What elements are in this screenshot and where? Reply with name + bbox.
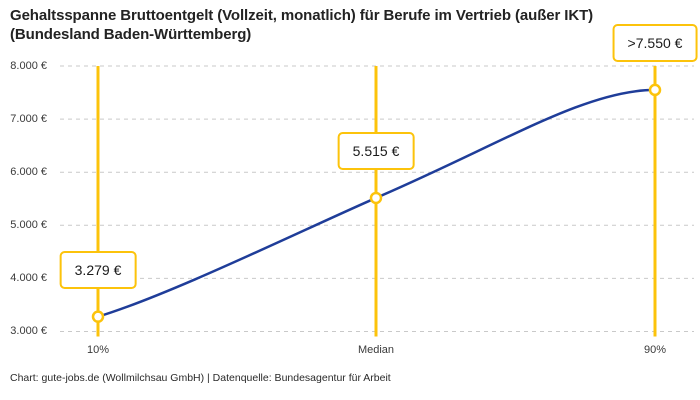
chart-title-line2: (Bundesland Baden-Württemberg) (10, 26, 252, 43)
chart-title: Gehaltsspanne Bruttoentgelt (Vollzeit, m… (10, 6, 694, 44)
data-point-marker-Median (369, 191, 383, 205)
chart-title-line1: Gehaltsspanne Bruttoentgelt (Vollzeit, m… (10, 7, 594, 24)
data-point-marker-90% (648, 83, 662, 97)
data-point-marker-10% (91, 310, 105, 323)
source-credit: Chart: gute-jobs.de (Wollmilchsau GmbH) … (10, 372, 391, 384)
